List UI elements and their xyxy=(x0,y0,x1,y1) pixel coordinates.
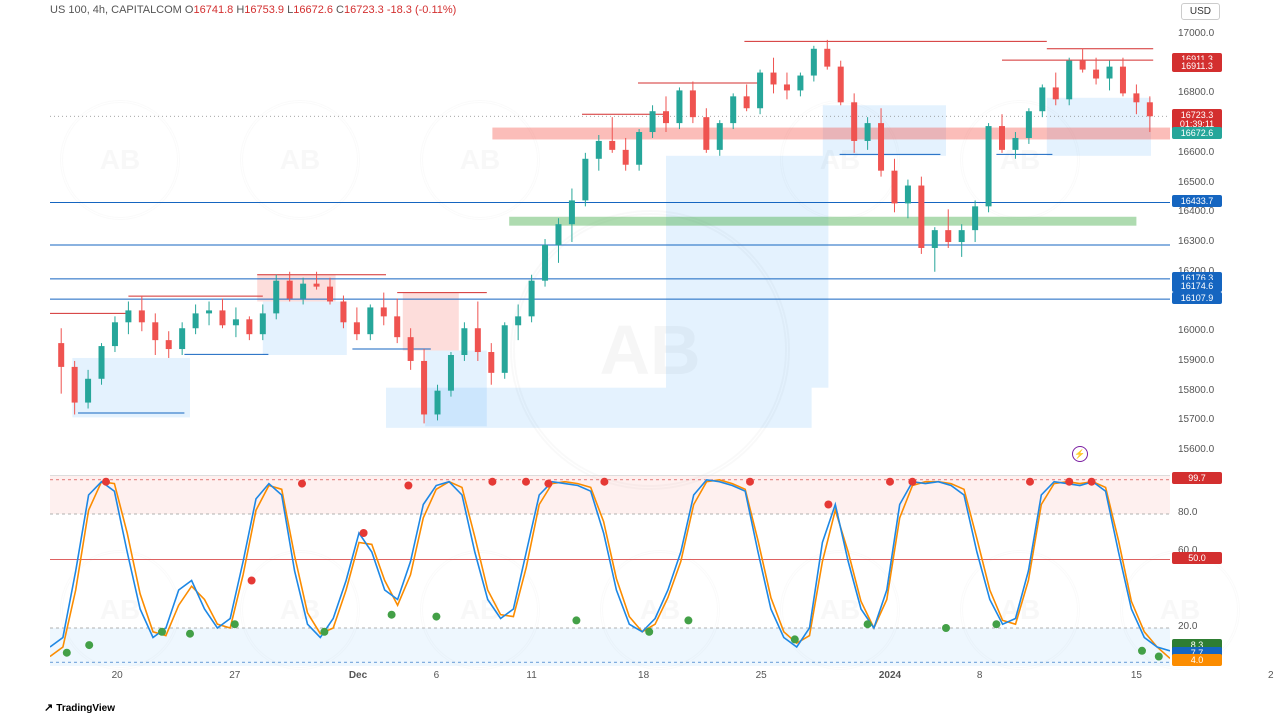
currency-pill[interactable]: USD xyxy=(1181,3,1220,20)
lightning-icon[interactable]: ⚡ xyxy=(1072,446,1088,462)
ohlc-high: 16753.9 xyxy=(244,4,284,16)
change-value: -18.3 xyxy=(387,4,412,16)
price-y-axis: 17000.016800.016600.016500.016400.016300… xyxy=(1172,25,1250,465)
oscillator-y-axis: 80.060.020.099.750.08.37.74.0 xyxy=(1172,475,1250,665)
price-chart[interactable] xyxy=(50,25,1170,465)
oscillator-chart[interactable] xyxy=(50,475,1170,665)
change-pct: (-0.11%) xyxy=(415,4,456,16)
tradingview-logo[interactable]: ↗ TradingView xyxy=(44,701,115,714)
ohlc-low: 16672.6 xyxy=(293,4,333,16)
chart-header: US 100, 4h, CAPITALCOM O16741.8 H16753.9… xyxy=(50,4,456,16)
symbol-label: US 100, 4h, CAPITALCOM xyxy=(50,4,182,16)
time-axis: 2027Dec611182520248152 xyxy=(50,670,1170,690)
ohlc-open: 16741.8 xyxy=(193,4,233,16)
ohlc-close: 16723.3 xyxy=(344,4,384,16)
